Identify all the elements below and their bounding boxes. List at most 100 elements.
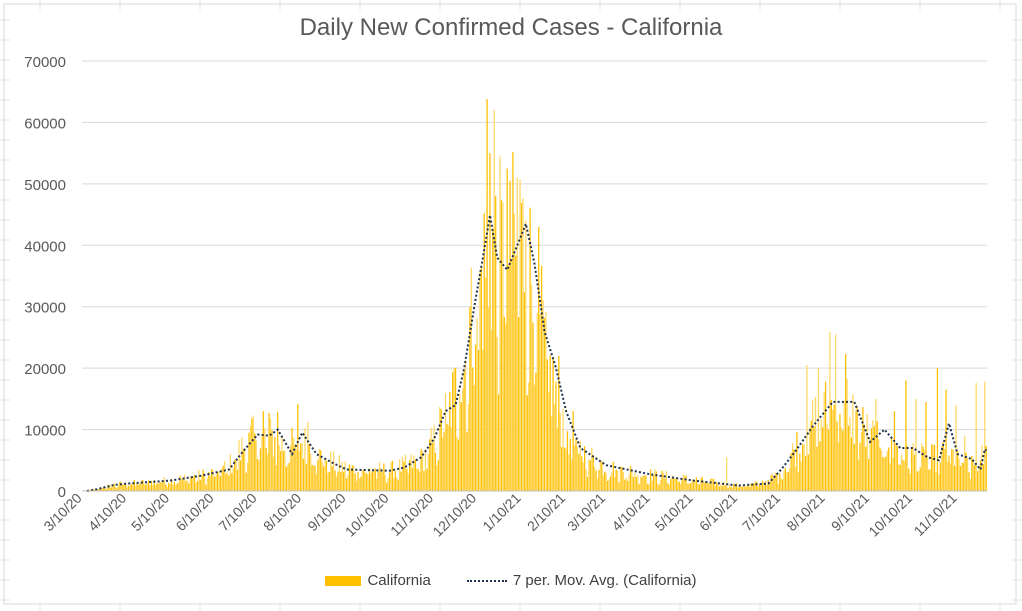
bar (513, 213, 515, 491)
bar (294, 444, 296, 491)
bar (857, 459, 860, 491)
bar (360, 476, 362, 491)
bar (781, 479, 784, 491)
bar (248, 432, 250, 491)
bar (895, 443, 897, 491)
bar (624, 479, 626, 491)
bar (804, 455, 807, 491)
bar (608, 479, 610, 491)
bar (191, 477, 193, 491)
bar (474, 344, 477, 491)
bar (487, 307, 490, 491)
bar (856, 405, 858, 491)
bar (457, 439, 460, 491)
bar (377, 470, 379, 491)
bar (275, 465, 277, 491)
bar (179, 475, 181, 491)
bar (413, 455, 415, 491)
bar (893, 411, 896, 491)
bar (876, 421, 878, 491)
bar (397, 479, 399, 491)
bar (312, 464, 315, 491)
bar (581, 456, 583, 491)
bar (703, 481, 705, 491)
bar (609, 476, 612, 491)
y-tick-label: 0 (58, 484, 66, 501)
bar (941, 445, 943, 491)
bar (538, 226, 540, 492)
bar (728, 485, 731, 491)
bar (135, 485, 137, 491)
bar (611, 472, 613, 491)
bar (612, 461, 614, 491)
bar (809, 427, 811, 491)
bar (536, 312, 538, 491)
bar (757, 486, 759, 491)
bar (641, 476, 643, 491)
bar (723, 481, 725, 491)
bar (780, 478, 782, 491)
bar (737, 488, 739, 491)
bar (363, 470, 365, 491)
bar (823, 391, 825, 491)
bar (819, 441, 821, 491)
bar (741, 486, 744, 491)
x-tick-label: 2/10/21 (524, 490, 568, 534)
bar (137, 484, 140, 491)
bar (145, 484, 147, 491)
bar (127, 485, 130, 491)
bar (700, 477, 702, 491)
bar (304, 428, 306, 491)
bar (631, 469, 633, 491)
bar (665, 470, 668, 491)
bar (89, 489, 91, 491)
bar (228, 475, 230, 491)
bar (180, 479, 183, 491)
bar (441, 437, 444, 491)
bar (801, 444, 804, 491)
bar (955, 405, 957, 491)
bar (714, 485, 716, 491)
bar (417, 469, 419, 491)
bar (381, 472, 384, 491)
bar (456, 436, 458, 491)
bar (119, 481, 121, 491)
bar (638, 483, 640, 491)
bar (565, 448, 567, 491)
bar (915, 398, 917, 491)
bar (596, 478, 599, 491)
bar (452, 372, 454, 491)
bar (655, 471, 657, 491)
bar (201, 475, 203, 491)
bar (384, 474, 386, 491)
bar (120, 481, 123, 491)
bar (585, 469, 587, 491)
y-tick-label: 30000 (24, 300, 66, 317)
bar (528, 382, 530, 491)
y-tick-label: 40000 (24, 238, 66, 255)
bar (760, 485, 762, 491)
bar (322, 466, 325, 491)
bar (427, 454, 429, 491)
bar (519, 179, 521, 491)
bar (492, 228, 494, 492)
bar (657, 483, 659, 491)
bar (110, 487, 112, 491)
bar (890, 438, 893, 491)
bar (205, 484, 207, 491)
bar (476, 318, 478, 491)
bar (839, 413, 841, 491)
bar (109, 484, 111, 491)
bar (192, 476, 194, 491)
bar (727, 487, 729, 491)
bar (814, 396, 817, 491)
bar (97, 489, 100, 491)
bar (575, 439, 577, 491)
bar (93, 489, 95, 491)
legend-label-bars: California (367, 572, 431, 589)
bar (984, 381, 986, 491)
bar (114, 487, 117, 491)
x-tick-label: 11/10/21 (911, 490, 960, 539)
bar (140, 479, 143, 491)
bar (245, 472, 247, 491)
